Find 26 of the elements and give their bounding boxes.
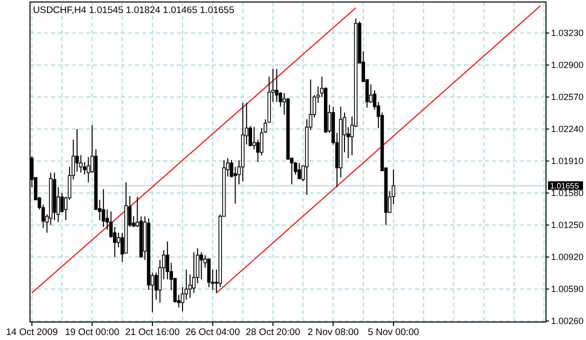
y-tick-label: 1.03230 (551, 28, 584, 38)
ref-line-label: 1.01655 (550, 181, 580, 190)
x-tick-label: 28 Oct 20:00 (246, 327, 300, 338)
x-tick-label: 26 Oct 04:00 (185, 327, 240, 338)
y-tick-label: 1.02240 (551, 124, 584, 134)
y-tick-label: 1.02900 (551, 60, 584, 70)
y-tick-label: 1.01580 (551, 188, 584, 198)
y-tick-label: 1.02570 (551, 92, 584, 102)
x-tick-label: 21 Oct 16:00 (125, 327, 180, 338)
y-tick-label: 1.00260 (551, 316, 584, 326)
candlestick (102, 188, 106, 228)
x-tick-label: 5 Nov 00:00 (368, 327, 420, 338)
x-tick-label: 14 Oct 2009 (6, 327, 58, 338)
candlestick (298, 162, 302, 180)
y-tick-label: 1.00590 (551, 284, 584, 294)
candlestick (252, 126, 256, 150)
candlestick (274, 68, 278, 102)
y-tick-label: 1.01250 (551, 220, 584, 230)
candlestick (207, 258, 211, 288)
chart-title: USDCHF,H4 1.01545 1.01824 1.01465 1.01655 (33, 5, 234, 16)
x-tick-label: 19 Oct 00:00 (64, 327, 120, 338)
x-tick-label: 2 Nov 08:00 (308, 327, 359, 338)
candlestick (200, 252, 204, 280)
y-tick-label: 1.00920 (551, 252, 584, 262)
candlestick (75, 128, 79, 172)
y-tick-label: 1.01910 (551, 156, 584, 166)
